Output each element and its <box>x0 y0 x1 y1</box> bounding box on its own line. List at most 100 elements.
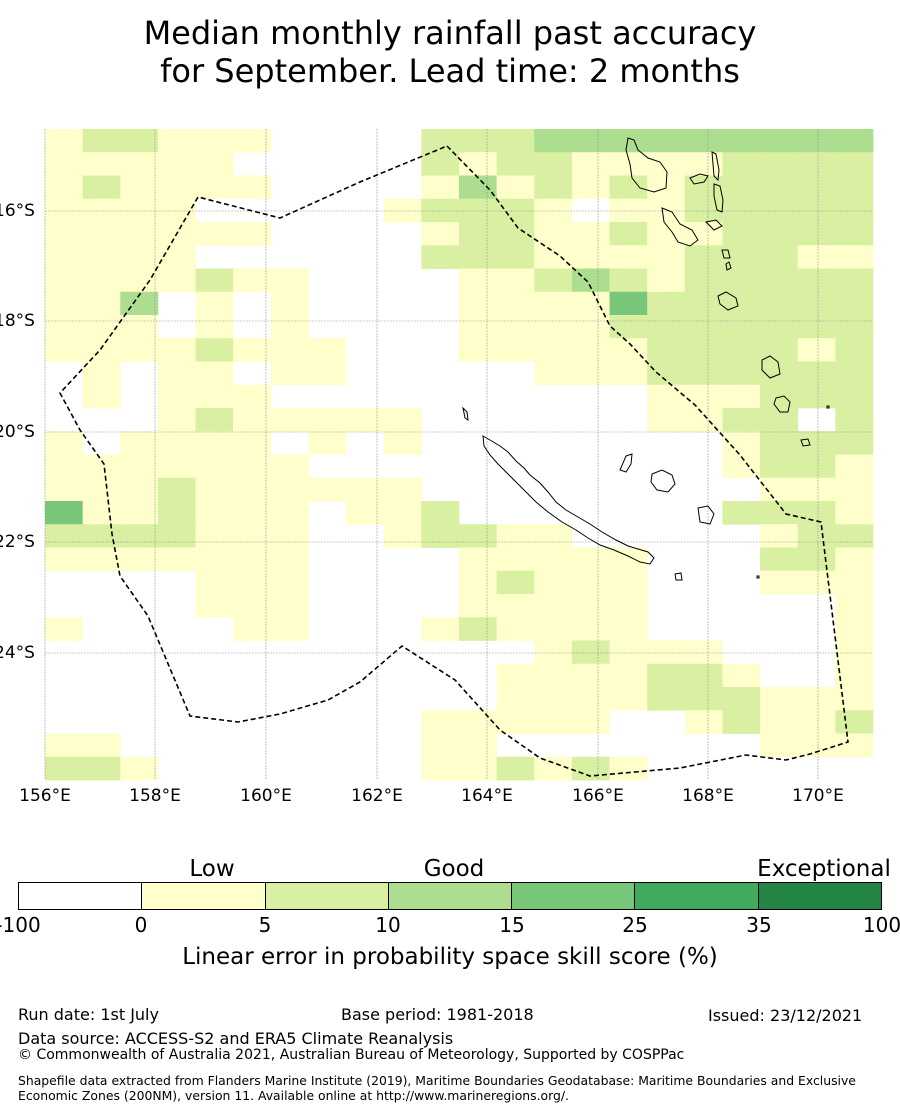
grid-cell <box>722 454 761 479</box>
grid-cell <box>647 384 686 409</box>
grid-cell <box>609 570 648 595</box>
grid-cell <box>157 245 196 269</box>
grid-cell <box>797 268 836 293</box>
x-tick-160E: 160°E <box>240 786 292 806</box>
grid-cell <box>459 547 498 572</box>
grid-cell <box>797 222 836 246</box>
grid-cell <box>157 129 196 153</box>
grid-cell <box>684 129 723 153</box>
grid-cell <box>45 431 84 455</box>
grid-cell <box>647 222 686 246</box>
tongoa-islet <box>725 261 732 271</box>
grid-cell <box>647 361 686 386</box>
grid-cell <box>195 501 234 525</box>
grid-cell <box>835 291 874 316</box>
cbar-tick-0: 0 <box>134 913 148 937</box>
grid-cell <box>534 570 573 595</box>
grid-cell <box>571 245 610 269</box>
grid-cell <box>534 315 573 339</box>
grid-cell <box>797 198 836 223</box>
grid-cell <box>797 477 836 502</box>
grid-cell <box>496 315 535 339</box>
grid-cell <box>233 384 272 409</box>
cbar-tick-neg100: -100 <box>0 913 41 937</box>
grid-cell <box>233 338 272 362</box>
grid-cell <box>82 291 121 316</box>
colorbar-segment <box>635 883 759 909</box>
grid-cell <box>233 222 272 246</box>
grid-cell <box>120 315 159 339</box>
grid-cell <box>722 663 761 688</box>
grid-cell <box>647 408 686 432</box>
grid-cell <box>233 501 272 525</box>
land-outlines <box>462 137 830 581</box>
grid-cell <box>835 663 874 688</box>
grid-cell <box>722 338 761 362</box>
grid-cell <box>120 501 159 525</box>
grid-cell <box>571 663 610 688</box>
grid-cell <box>797 501 836 525</box>
grid-cell <box>45 454 84 479</box>
grid-cell <box>383 477 422 502</box>
grid-cell <box>45 222 84 246</box>
x-tick-170E: 170°E <box>792 786 844 806</box>
grid-cell <box>534 710 573 734</box>
grid-cell <box>45 547 84 572</box>
grid-cell <box>82 733 121 758</box>
grid-cell <box>45 245 84 269</box>
grid-cell <box>195 431 234 455</box>
grid-cell <box>609 245 648 269</box>
grid-cell <box>797 570 836 595</box>
grid-cell <box>459 268 498 293</box>
grid-cell <box>195 152 234 176</box>
grid-cell <box>308 477 347 502</box>
futuna-islet <box>826 405 830 409</box>
grid-cell <box>233 268 272 293</box>
grid-cell <box>82 454 121 479</box>
grid-cell <box>195 338 234 362</box>
grid-cell <box>157 524 196 548</box>
grid-cell <box>684 710 723 734</box>
grid-cell <box>496 175 535 200</box>
grid-cell <box>722 315 761 339</box>
grid-cell <box>722 198 761 223</box>
grid-cell <box>609 687 648 711</box>
grid-cell <box>459 617 498 641</box>
grid-cell <box>82 477 121 502</box>
grid-cell <box>157 152 196 176</box>
colorbar-label: Linear error in probability space skill … <box>182 944 718 970</box>
grid-cell <box>835 268 874 293</box>
grid-cell <box>459 733 498 758</box>
colorbar-segment <box>512 883 636 909</box>
grid-cell <box>684 408 723 432</box>
loyalty-ouvea-island <box>619 453 633 473</box>
grid-cell <box>722 245 761 269</box>
grid-cell <box>270 501 309 525</box>
grid-cell <box>647 687 686 711</box>
grid-cell <box>571 617 610 641</box>
cbar-tick-35: 35 <box>746 913 772 937</box>
grid-cell <box>722 152 761 176</box>
grid-cell <box>835 710 874 734</box>
grid-cell <box>797 547 836 572</box>
colorbar-segment <box>142 883 266 909</box>
grid-cell <box>195 408 234 432</box>
grid-cell <box>195 477 234 502</box>
grid-cell <box>383 431 422 455</box>
grid-cell <box>496 222 535 246</box>
grid-cell <box>82 361 121 386</box>
grid-cell <box>233 129 272 153</box>
grid-cell <box>571 361 610 386</box>
grid-cell <box>459 198 498 223</box>
grid-cell <box>797 384 836 409</box>
grid-cell <box>82 222 121 246</box>
grid-cell <box>270 477 309 502</box>
grid-cell <box>534 175 573 200</box>
colorbar-segment <box>388 883 513 909</box>
grid-cell <box>270 361 309 386</box>
grid-cell <box>346 501 385 525</box>
grid-cell <box>45 152 84 176</box>
grid-cell <box>270 547 309 572</box>
map-canvas <box>44 129 874 781</box>
grid-cell <box>571 175 610 200</box>
